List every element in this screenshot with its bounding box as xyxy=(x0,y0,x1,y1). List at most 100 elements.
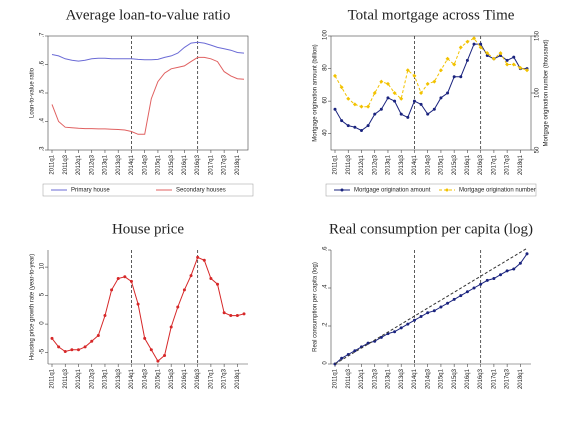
legend-label: Mortgage origination amount xyxy=(354,188,431,194)
marker xyxy=(209,277,213,280)
marker xyxy=(518,261,522,265)
marker xyxy=(399,112,403,116)
marker xyxy=(478,45,483,50)
marker xyxy=(366,124,370,128)
panel: House price -5 0 5 10 Housing price growth ra… xyxy=(30,221,248,389)
marker xyxy=(359,128,363,132)
marker xyxy=(505,269,509,273)
x-tick-label: 2015q1 xyxy=(156,368,162,389)
y-tick-label: 40 xyxy=(323,129,329,136)
marker xyxy=(116,277,120,280)
x-tick-label: 2017q1 xyxy=(208,154,214,175)
y2-axis-label: Mortgage origination number (thousand) xyxy=(544,39,550,146)
marker xyxy=(63,349,67,353)
marker xyxy=(333,73,337,78)
marker xyxy=(393,99,397,103)
x-tick-label: 2018q1 xyxy=(235,368,241,389)
y2-tick-label: 150 xyxy=(535,30,541,41)
x-tick-label: 2016q1 xyxy=(182,154,188,175)
y-axis-label: Mortgage origination amount (billion) xyxy=(313,44,319,141)
x-tick-label: 2011q3 xyxy=(63,154,69,174)
legend-marker xyxy=(445,188,449,192)
marker xyxy=(459,75,463,79)
x-tick-label: 2014q1 xyxy=(129,368,135,389)
x-tick-label: 2011q1 xyxy=(50,154,56,174)
marker xyxy=(432,107,436,111)
x-tick-label: 2012q3 xyxy=(89,154,95,175)
marker xyxy=(419,102,423,106)
marker xyxy=(498,51,503,56)
x-tick-label: 2016q3 xyxy=(195,154,201,175)
series-line xyxy=(334,253,528,365)
marker xyxy=(465,58,469,62)
x-tick-label: 2016q1 xyxy=(182,368,188,389)
series-line xyxy=(51,56,245,135)
x-tick-label: 2014q3 xyxy=(142,154,148,175)
chart-title: House price xyxy=(112,221,184,237)
marker xyxy=(438,68,443,73)
legend-label: Primary house xyxy=(71,188,110,194)
y-tick-label: .7 xyxy=(40,32,46,38)
marker xyxy=(385,81,390,86)
marker xyxy=(359,104,364,109)
x-tick-label: 2015q3 xyxy=(169,154,175,175)
legend-marker xyxy=(340,188,344,192)
marker xyxy=(412,99,416,103)
legend-frame xyxy=(42,183,254,197)
marker xyxy=(412,73,417,78)
marker xyxy=(425,81,430,86)
marker xyxy=(379,107,383,111)
marker xyxy=(83,345,87,349)
x-tick-label: 2017q1 xyxy=(208,368,214,389)
marker xyxy=(419,315,423,318)
marker xyxy=(472,42,476,46)
marker xyxy=(216,282,220,286)
x-tick-label: 2018q1 xyxy=(518,368,524,389)
legend-label: Secondary houses xyxy=(176,188,226,194)
x-tick-label: 2012q1 xyxy=(359,154,365,175)
marker xyxy=(346,96,351,101)
x-tick-label: 2015q3 xyxy=(452,368,458,389)
x-tick-label: 2017q3 xyxy=(505,368,511,389)
marker xyxy=(485,54,489,58)
marker xyxy=(472,286,476,290)
marker xyxy=(406,115,410,119)
marker xyxy=(143,336,147,340)
marker xyxy=(169,325,173,329)
marker xyxy=(399,96,404,101)
y-tick-label: 10 xyxy=(40,262,46,269)
y-axis-label: Real consumption per capita (log) xyxy=(313,262,319,352)
marker xyxy=(96,334,100,337)
marker xyxy=(182,288,186,292)
x-tick-label: 2013q1 xyxy=(386,154,392,175)
series-line xyxy=(334,37,528,108)
y-tick-label: 0 xyxy=(40,321,46,325)
marker xyxy=(339,85,344,90)
x-tick-label: 2017q1 xyxy=(491,154,497,175)
x-tick-label: 2018q1 xyxy=(235,154,241,175)
y-tick-label: .5 xyxy=(40,89,46,95)
marker xyxy=(465,39,470,44)
y2-tick-label: 50 xyxy=(535,146,541,153)
y-tick-label: .4 xyxy=(40,117,46,123)
y-tick-label: 5 xyxy=(40,292,46,296)
marker xyxy=(379,335,383,339)
marker xyxy=(149,348,153,352)
marker xyxy=(472,36,477,41)
marker xyxy=(479,42,483,46)
chart-title: Real consumption per capita (log) xyxy=(329,221,533,237)
x-tick-label: 2013q3 xyxy=(116,368,122,389)
x-tick-label: 2014q3 xyxy=(142,368,148,389)
x-tick-label: 2018q1 xyxy=(518,154,524,175)
marker xyxy=(110,288,114,292)
marker xyxy=(50,336,54,340)
x-tick-label: 2014q1 xyxy=(412,368,418,389)
marker xyxy=(235,314,239,318)
x-tick-label: 2014q1 xyxy=(129,154,135,175)
x-tick-label: 2012q3 xyxy=(89,368,95,389)
marker xyxy=(399,326,403,330)
marker xyxy=(505,62,510,67)
marker xyxy=(485,51,490,56)
marker xyxy=(386,96,390,100)
marker xyxy=(445,56,450,61)
